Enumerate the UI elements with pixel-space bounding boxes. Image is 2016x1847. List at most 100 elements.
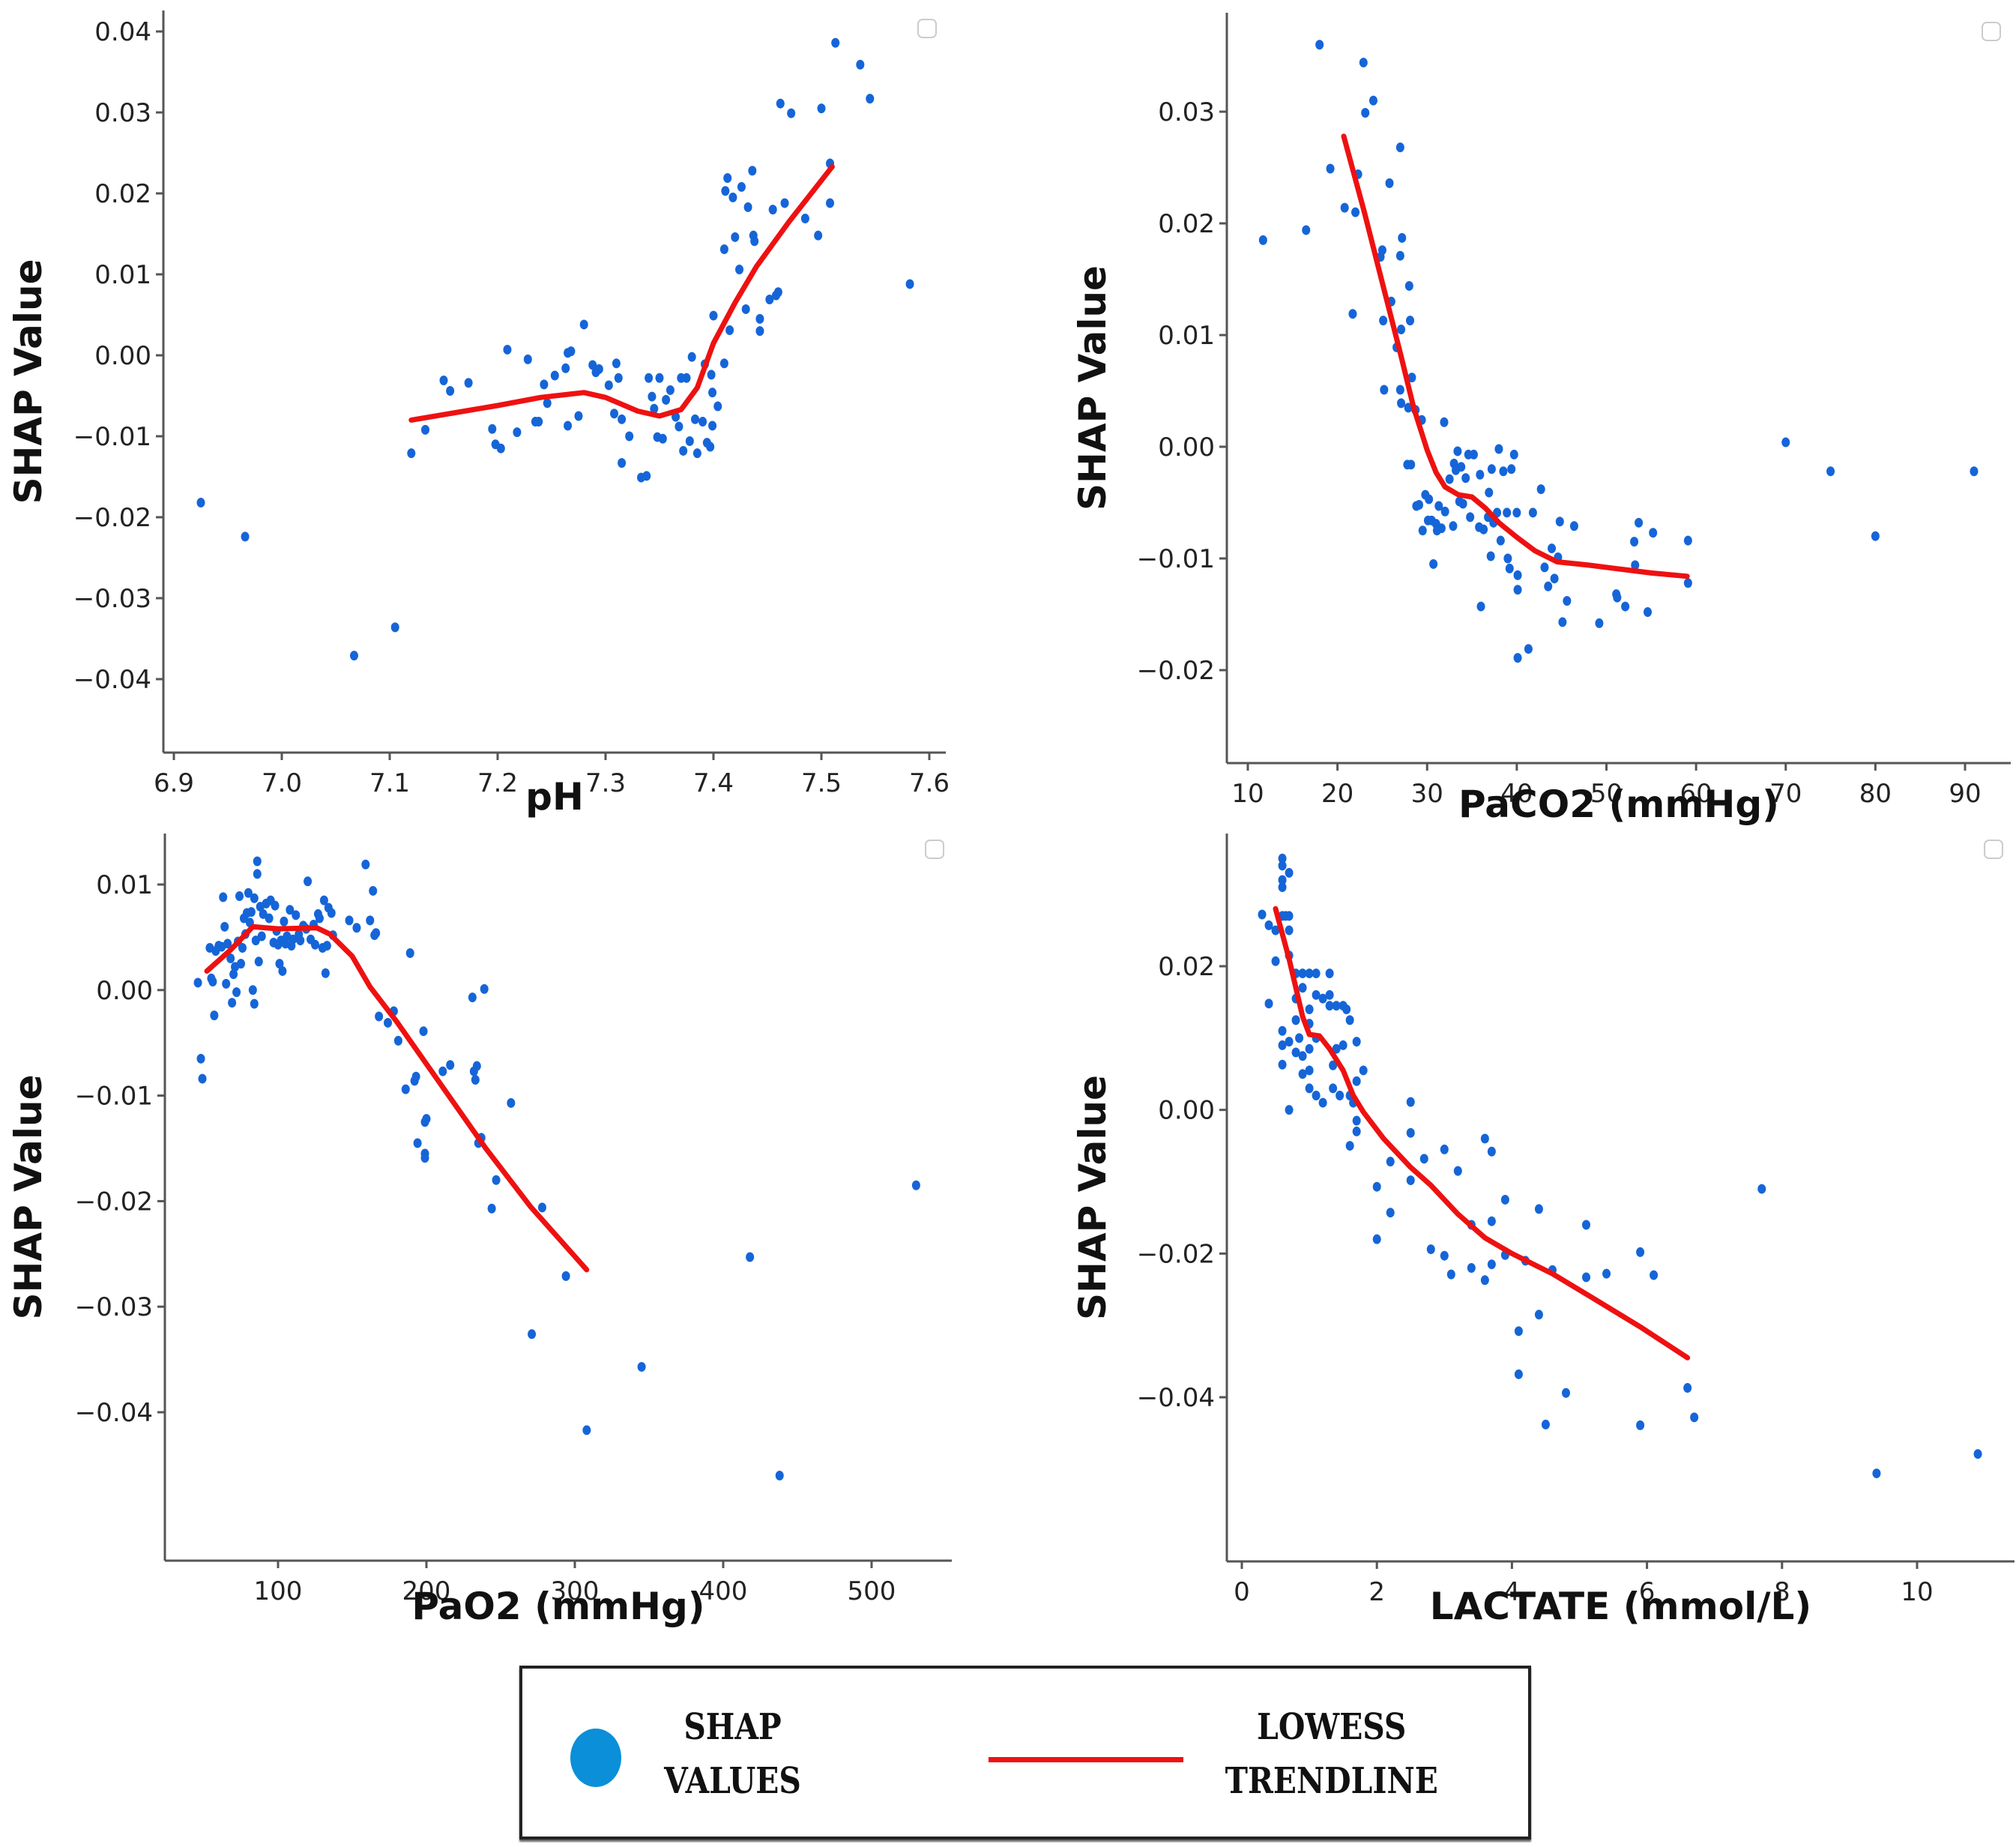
data-point	[1613, 592, 1622, 603]
data-point	[719, 244, 728, 255]
data-point	[741, 304, 750, 314]
data-point	[1291, 1047, 1300, 1058]
data-point	[1361, 107, 1370, 118]
panel-ph: 6.9 7.0 7.1 7.2 7.3 7.4 7.5 7.6 −0.04 −0.03 −0.02 −…	[7, 10, 950, 819]
data-point	[1440, 506, 1449, 516]
data-point	[1372, 1181, 1381, 1192]
data-point	[232, 987, 241, 998]
data-point	[1326, 163, 1335, 174]
data-point	[755, 313, 764, 324]
data-point	[1440, 1250, 1449, 1261]
data-point	[472, 1061, 481, 1071]
x-tick-label: 8	[1774, 1577, 1790, 1607]
y-tick-label: −0.04	[73, 665, 151, 695]
data-point	[1386, 1208, 1395, 1218]
legend-label-line: SHAP	[683, 1706, 782, 1748]
data-point	[1312, 968, 1321, 979]
data-point	[1340, 202, 1349, 213]
data-point	[1466, 512, 1475, 522]
data-point	[193, 977, 202, 988]
legend-label-line: VALUES	[664, 1760, 801, 1802]
data-point	[420, 1153, 429, 1163]
lowess-trendline	[204, 924, 590, 1273]
data-point	[604, 380, 613, 391]
data-point	[257, 931, 266, 941]
data-point	[1683, 1383, 1692, 1393]
data-point	[1453, 446, 1462, 457]
data-point	[1479, 524, 1488, 534]
y-tick-label: 0.02	[1158, 209, 1215, 239]
data-point	[905, 279, 914, 289]
data-point	[503, 344, 512, 355]
data-point	[286, 905, 295, 915]
lowess-trendline	[1273, 906, 1691, 1361]
data-point	[1407, 460, 1416, 470]
data-point	[250, 893, 259, 903]
data-point	[750, 236, 759, 247]
data-point	[1524, 644, 1533, 654]
y-tick-label: −0.03	[73, 584, 151, 614]
y-tick-label: −0.01	[1137, 544, 1215, 574]
y-tick-label: −0.02	[1137, 656, 1215, 686]
data-point	[831, 37, 840, 48]
data-point	[1345, 1141, 1354, 1151]
panel-paco2-mmhg: 10 20 30 40 50 60 70 80 90 −0.02 −0.01 0.00 0.01 0.02…	[1071, 13, 2011, 826]
y-tick-label: 0.00	[1158, 433, 1215, 462]
data-point	[322, 941, 331, 951]
data-point	[725, 325, 734, 336]
data-point	[561, 1271, 570, 1281]
data-point	[1595, 618, 1604, 628]
data-point	[1541, 1419, 1550, 1429]
y-tick-label: −0.02	[73, 503, 151, 533]
data-point	[1469, 449, 1478, 460]
data-point	[1458, 498, 1467, 509]
data-point	[292, 910, 301, 921]
data-point	[369, 885, 378, 896]
data-point	[692, 448, 701, 459]
data-point	[800, 213, 809, 223]
data-point	[421, 424, 430, 435]
data-point	[618, 414, 627, 424]
data-point	[713, 401, 722, 412]
data-point	[1486, 551, 1495, 561]
data-point	[1285, 867, 1294, 878]
y-tick-label: −0.02	[1137, 1239, 1215, 1269]
data-point	[866, 94, 875, 104]
data-point	[691, 414, 700, 424]
x-axis-title: PaO2 (mmHg)	[411, 1585, 704, 1628]
data-point	[1440, 417, 1449, 427]
legend-label-line: LOWESS	[1257, 1706, 1407, 1748]
data-point	[1449, 521, 1458, 531]
y-tick-label: −0.01	[73, 422, 151, 452]
data-point	[327, 908, 336, 918]
data-point	[685, 436, 694, 446]
data-point	[1644, 607, 1653, 618]
data-point	[1485, 487, 1494, 498]
data-point	[1437, 523, 1446, 534]
data-point	[393, 1035, 402, 1046]
data-point	[223, 938, 232, 949]
y-tick-label: 0.03	[1158, 97, 1215, 127]
data-point	[594, 364, 603, 374]
data-point	[1781, 437, 1790, 448]
data-point	[1418, 525, 1427, 536]
data-point	[1298, 1069, 1307, 1079]
data-point	[1407, 373, 1416, 383]
data-point	[1512, 507, 1521, 518]
data-point	[674, 421, 683, 432]
data-point	[1395, 250, 1404, 261]
data-point	[1264, 998, 1273, 1009]
data-point	[1298, 983, 1307, 993]
data-point	[1336, 1091, 1344, 1100]
data-point	[280, 916, 289, 926]
data-point	[737, 181, 746, 192]
data-point	[1582, 1272, 1591, 1283]
data-point	[1312, 989, 1321, 1000]
data-point	[550, 370, 559, 381]
y-tick-label: −0.03	[75, 1292, 153, 1322]
data-point	[721, 186, 730, 196]
legend: SHAP VALUES LOWESS TRENDLINE	[519, 1666, 1531, 1840]
data-point	[543, 398, 552, 409]
y-tick-label: 0.01	[1158, 321, 1215, 351]
data-point	[625, 431, 634, 442]
